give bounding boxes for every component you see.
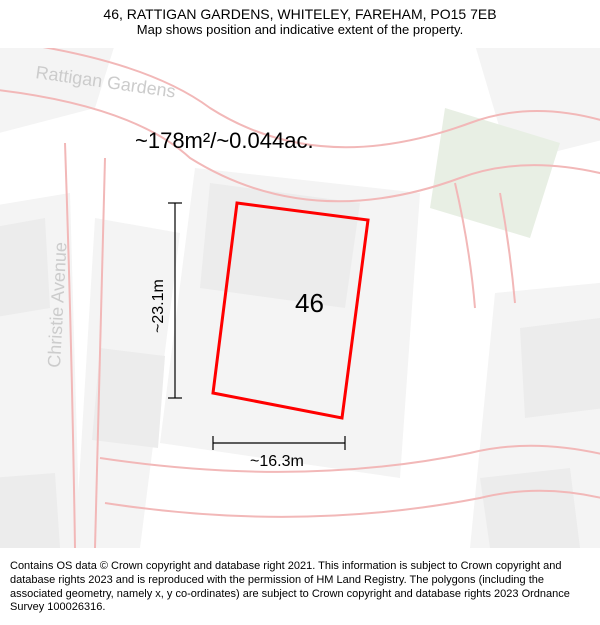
page-subtitle: Map shows position and indicative extent… [10, 22, 590, 37]
area-label: ~178m²/~0.044ac. [135, 128, 314, 154]
footer-text: Contains OS data © Crown copyright and d… [0, 552, 600, 625]
header: 46, RATTIGAN GARDENS, WHITELEY, FAREHAM,… [0, 0, 600, 39]
dimension-horizontal-label: ~16.3m [250, 453, 304, 471]
house-number: 46 [295, 288, 324, 319]
map-container: 46, RATTIGAN GARDENS, WHITELEY, FAREHAM,… [0, 0, 600, 625]
page-title: 46, RATTIGAN GARDENS, WHITELEY, FAREHAM,… [10, 6, 590, 22]
map-area: Rattigan Gardens Christie Avenue ~178m²/… [0, 48, 600, 548]
dimension-vertical-label: ~23.1m [150, 279, 168, 333]
